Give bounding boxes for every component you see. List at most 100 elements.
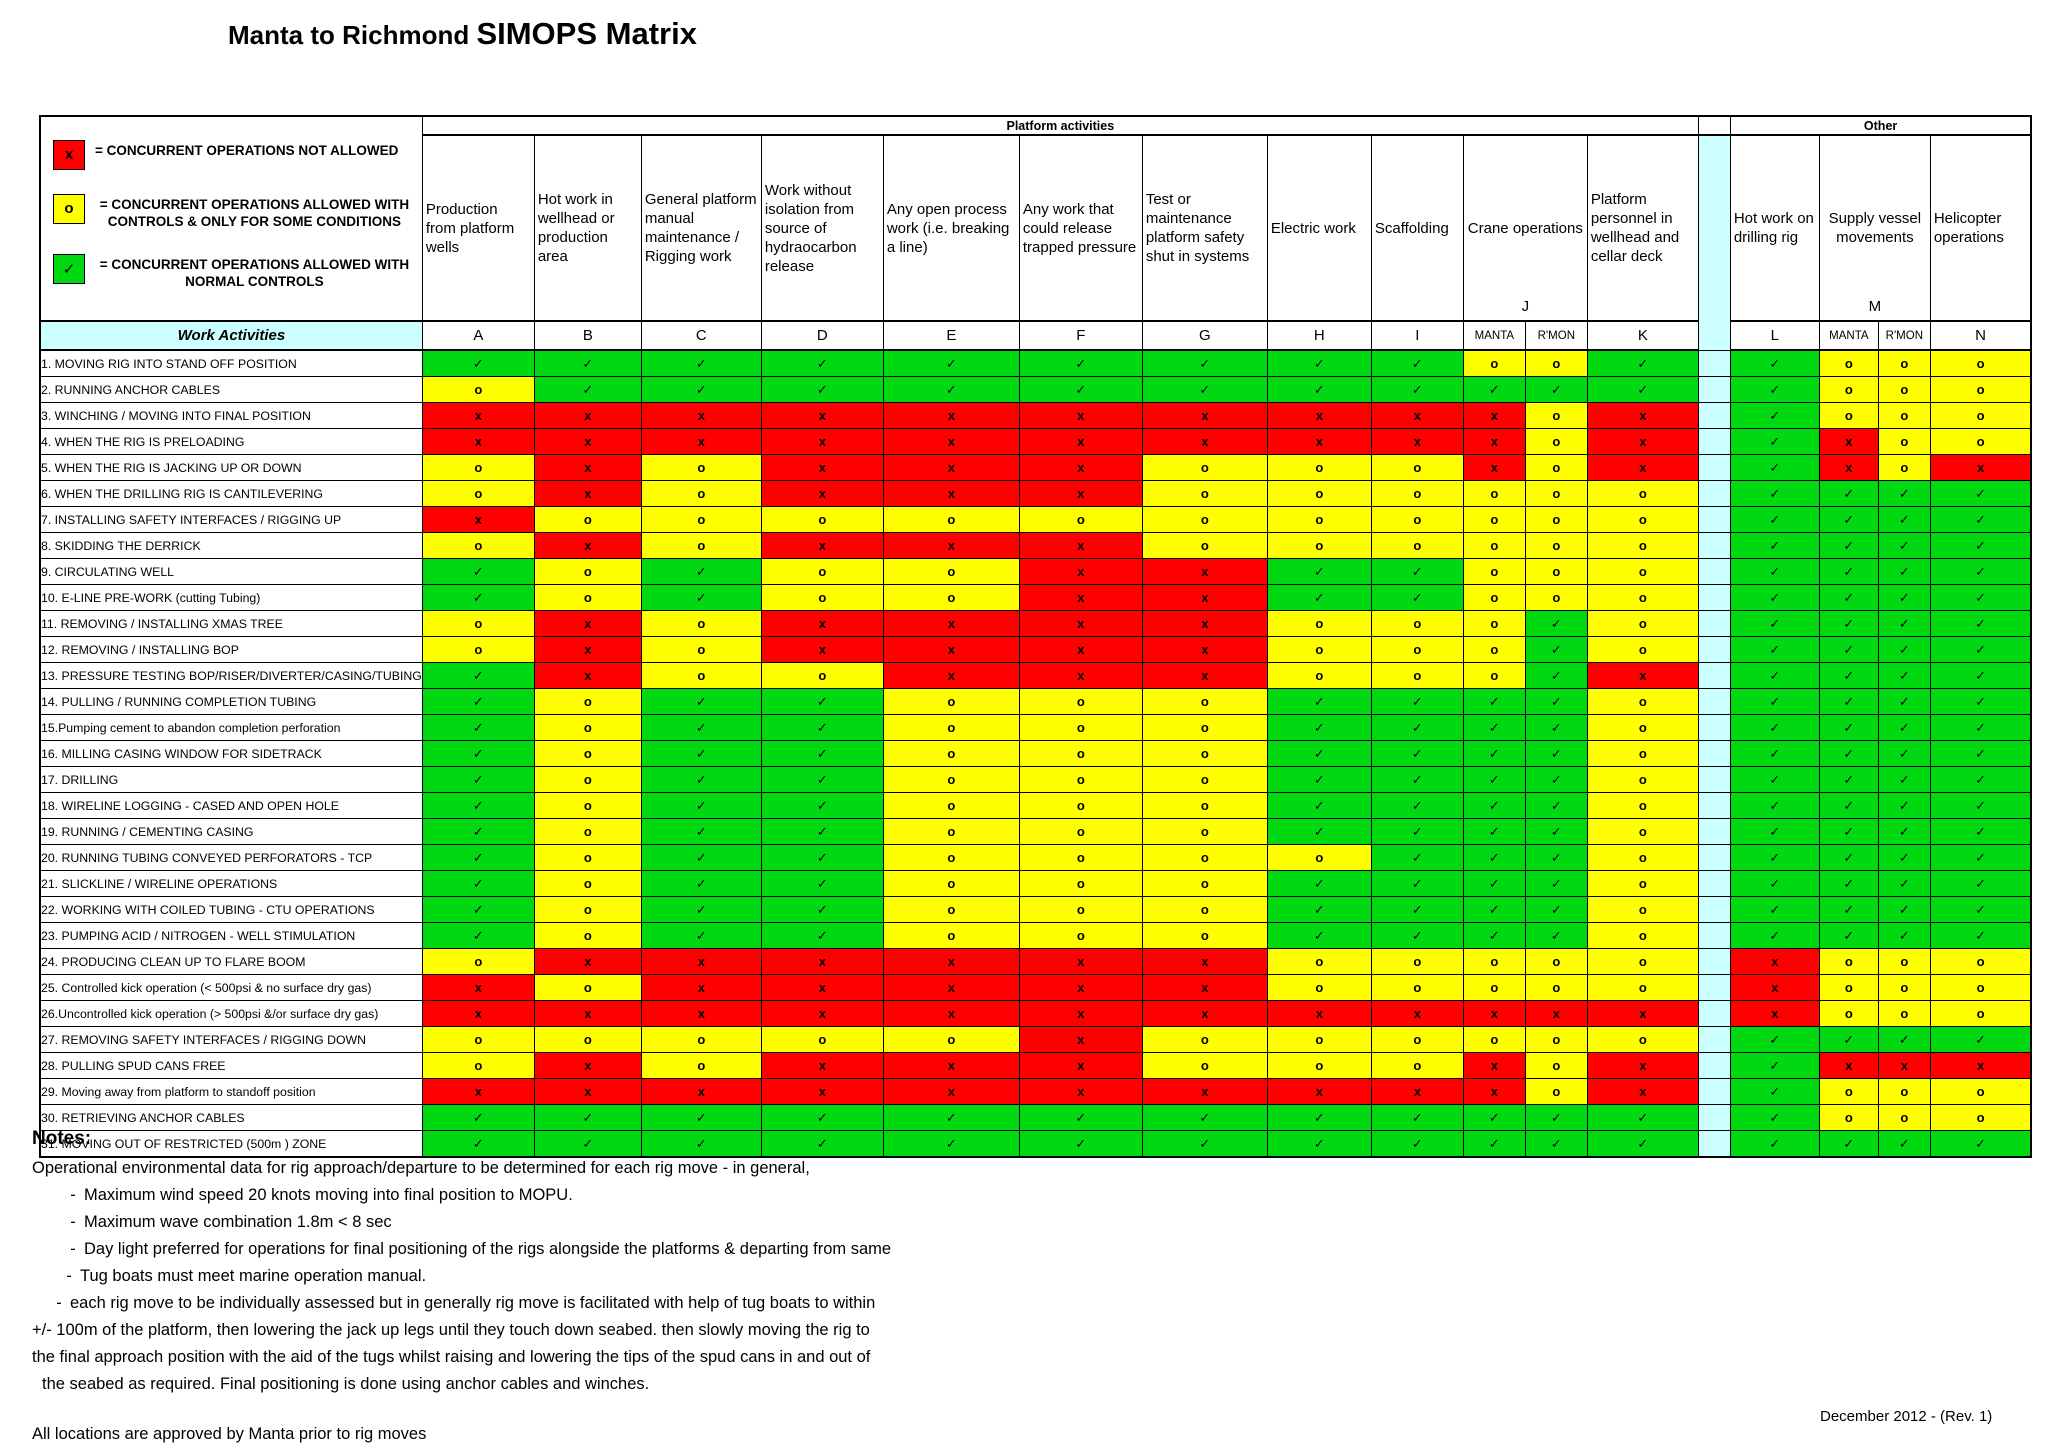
matrix-cell-N: x xyxy=(1929,454,2032,481)
matrix-cell-A: o xyxy=(421,376,535,403)
matrix-cell-G: x xyxy=(1141,662,1268,689)
matrix-cell-J-R'MON: ✓ xyxy=(1524,688,1588,715)
matrix-cell-D: o xyxy=(760,506,884,533)
matrix-cell-M-R'MON: ✓ xyxy=(1877,1130,1931,1158)
matrix-cell-D: ✓ xyxy=(760,870,884,897)
legend-item: o = CONCURRENT OPERATIONS ALLOWED WITH CO… xyxy=(53,192,414,230)
work-activity-label: 8. SKIDDING THE DERRICK xyxy=(39,532,423,559)
matrix-cell-J-R'MON: o xyxy=(1524,428,1588,455)
matrix-cell-F: x xyxy=(1018,584,1143,611)
matrix-cell-M-MANTA: x xyxy=(1818,428,1879,455)
matrix-cell-E: o xyxy=(882,792,1020,819)
group-header-other: Other xyxy=(1729,115,2032,136)
matrix-cell-C: ✓ xyxy=(640,714,762,741)
work-activity-label: 31. MOVING OUT OF RESTRICTED (500m ) ZON… xyxy=(39,1130,423,1158)
separator-cell xyxy=(1697,714,1731,741)
matrix-cell-B: x xyxy=(533,402,642,429)
matrix-cell-F: x xyxy=(1018,532,1143,559)
matrix-cell-M-R'MON: o xyxy=(1877,349,1931,377)
matrix-cell-H: ✓ xyxy=(1266,766,1372,793)
matrix-cell-I: o xyxy=(1370,636,1464,663)
matrix-cell-H: o xyxy=(1266,454,1372,481)
matrix-cell-A: ✓ xyxy=(421,896,535,923)
matrix-cell-L: ✓ xyxy=(1729,532,1820,559)
matrix-cell-E: o xyxy=(882,584,1020,611)
matrix-cell-K: o xyxy=(1586,688,1699,715)
work-activity-label: 18. WIRELINE LOGGING - CASED AND OPEN HO… xyxy=(39,792,423,819)
separator-cell xyxy=(1697,922,1731,949)
matrix-cell-E: ✓ xyxy=(882,1130,1020,1158)
matrix-cell-K: o xyxy=(1586,896,1699,923)
matrix-cell-M-MANTA: ✓ xyxy=(1818,714,1879,741)
note-bullet: - Tug boats must meet marine operation ma… xyxy=(32,1266,1132,1288)
separator-cell xyxy=(1697,1104,1731,1131)
matrix-cell-L: ✓ xyxy=(1729,922,1820,949)
matrix-cell-H: o xyxy=(1266,1052,1372,1079)
matrix-cell-E: x xyxy=(882,974,1020,1001)
matrix-cell-B: o xyxy=(533,922,642,949)
matrix-cell-L: ✓ xyxy=(1729,818,1820,845)
matrix-cell-M-MANTA: ✓ xyxy=(1818,766,1879,793)
separator-cell xyxy=(1697,1000,1731,1027)
matrix-cell-M-R'MON: ✓ xyxy=(1877,480,1931,507)
matrix-cell-B: o xyxy=(533,714,642,741)
matrix-cell-L: ✓ xyxy=(1729,454,1820,481)
work-activity-label: 29. Moving away from platform to standof… xyxy=(39,1078,423,1105)
bullet-text: Day light preferred for operations for f… xyxy=(84,1240,892,1258)
matrix-cell-G: o xyxy=(1141,870,1268,897)
matrix-cell-E: o xyxy=(882,506,1020,533)
matrix-cell-G: o xyxy=(1141,844,1268,871)
matrix-cell-M-R'MON: o xyxy=(1877,376,1931,403)
matrix-cell-N: o xyxy=(1929,428,2032,455)
matrix-cell-N: x xyxy=(1929,1052,2032,1079)
matrix-cell-M-MANTA: ✓ xyxy=(1818,558,1879,585)
matrix-cell-H: o xyxy=(1266,662,1372,689)
matrix-cell-L: ✓ xyxy=(1729,428,1820,455)
work-activity-label: 22. WORKING WITH COILED TUBING - CTU OPE… xyxy=(39,896,423,923)
col-letter-J: J xyxy=(1521,298,1530,315)
col-desc-E: Any open process work (i.e. breaking a l… xyxy=(882,134,1020,322)
separator-cell xyxy=(1697,792,1731,819)
matrix-cell-H: ✓ xyxy=(1266,870,1372,897)
matrix-cell-A: x xyxy=(421,402,535,429)
matrix-cell-E: x xyxy=(882,636,1020,663)
matrix-cell-C: ✓ xyxy=(640,558,762,585)
matrix-cell-C: x xyxy=(640,974,762,1001)
col-desc-D: Work without isolation from source of hy… xyxy=(760,134,884,322)
matrix-cell-E: x xyxy=(882,480,1020,507)
matrix-cell-M-R'MON: o xyxy=(1877,974,1931,1001)
matrix-cell-J-MANTA: x xyxy=(1462,1052,1526,1079)
separator-cell xyxy=(1697,402,1731,429)
table-row: 15.Pumping cement to abandon completion … xyxy=(39,714,2032,741)
matrix-cell-G: x xyxy=(1141,1078,1268,1105)
matrix-cell-F: x xyxy=(1018,1026,1143,1053)
matrix-cell-G: x xyxy=(1141,1000,1268,1027)
matrix-cell-J-MANTA: x xyxy=(1462,428,1526,455)
work-activity-label: 7. INSTALLING SAFETY INTERFACES / RIGGIN… xyxy=(39,506,423,533)
matrix-cell-B: x xyxy=(533,1078,642,1105)
matrix-cell-A: ✓ xyxy=(421,792,535,819)
matrix-cell-K: x xyxy=(1586,402,1699,429)
matrix-cell-F: o xyxy=(1018,740,1143,767)
work-activity-label: 9. CIRCULATING WELL xyxy=(39,558,423,585)
table-row: 18. WIRELINE LOGGING - CASED AND OPEN HO… xyxy=(39,792,2032,819)
matrix-cell-J-R'MON: o xyxy=(1524,532,1588,559)
matrix-cell-E: o xyxy=(882,1026,1020,1053)
matrix-cell-I: ✓ xyxy=(1370,714,1464,741)
matrix-cell-C: ✓ xyxy=(640,740,762,767)
matrix-cell-E: o xyxy=(882,870,1020,897)
col-desc-N: Helicopter operations xyxy=(1929,134,2032,322)
matrix-cell-C: ✓ xyxy=(640,584,762,611)
work-activity-label: 20. RUNNING TUBING CONVEYED PERFORATORS … xyxy=(39,844,423,871)
matrix-cell-A: o xyxy=(421,480,535,507)
matrix-cell-D: x xyxy=(760,974,884,1001)
work-activity-label: 15.Pumping cement to abandon completion … xyxy=(39,714,423,741)
table-row: 21. SLICKLINE / WIRELINE OPERATIONS ✓ o ✓ ✓ o… xyxy=(39,870,2032,897)
col-letter-C: C xyxy=(640,320,762,351)
matrix-cell-J-MANTA: o xyxy=(1462,948,1526,975)
matrix-cell-M-MANTA: o xyxy=(1818,402,1879,429)
work-activity-label: 5. WHEN THE RIG IS JACKING UP OR DOWN xyxy=(39,454,423,481)
work-activity-label: 19. RUNNING / CEMENTING CASING xyxy=(39,818,423,845)
matrix-cell-K: o xyxy=(1586,480,1699,507)
matrix-cell-B: o xyxy=(533,558,642,585)
